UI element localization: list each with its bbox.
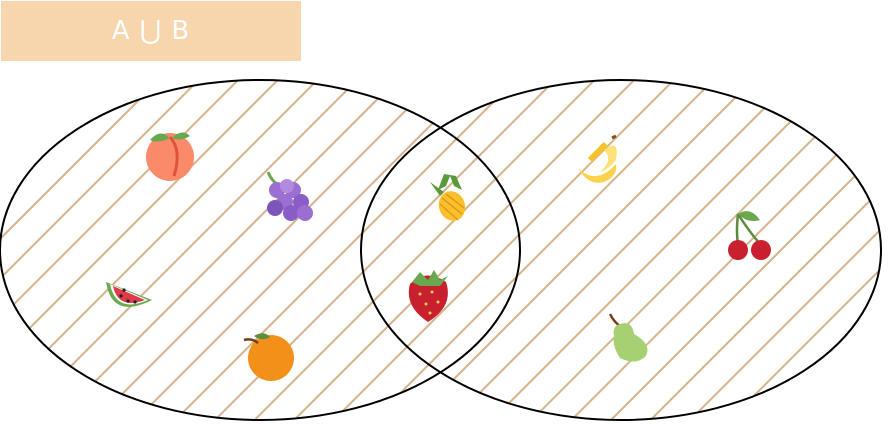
orange-icon [243, 333, 294, 381]
cherries-icon [728, 211, 771, 260]
set-a-fill [0, 80, 520, 420]
pineapple-icon [430, 174, 466, 221]
grapes-icon [266, 171, 313, 221]
set-b-fill [361, 80, 881, 420]
strawberry-icon [408, 270, 448, 322]
peach-icon [146, 132, 194, 181]
title-label: A ⋃ B [111, 16, 191, 46]
set-a-outline [0, 79, 521, 421]
banana-icon [578, 134, 617, 183]
pear-icon [608, 313, 648, 362]
watermelon-icon [106, 282, 152, 307]
set-b-outline [360, 79, 882, 421]
title-banner: A ⋃ B [1, 1, 301, 61]
